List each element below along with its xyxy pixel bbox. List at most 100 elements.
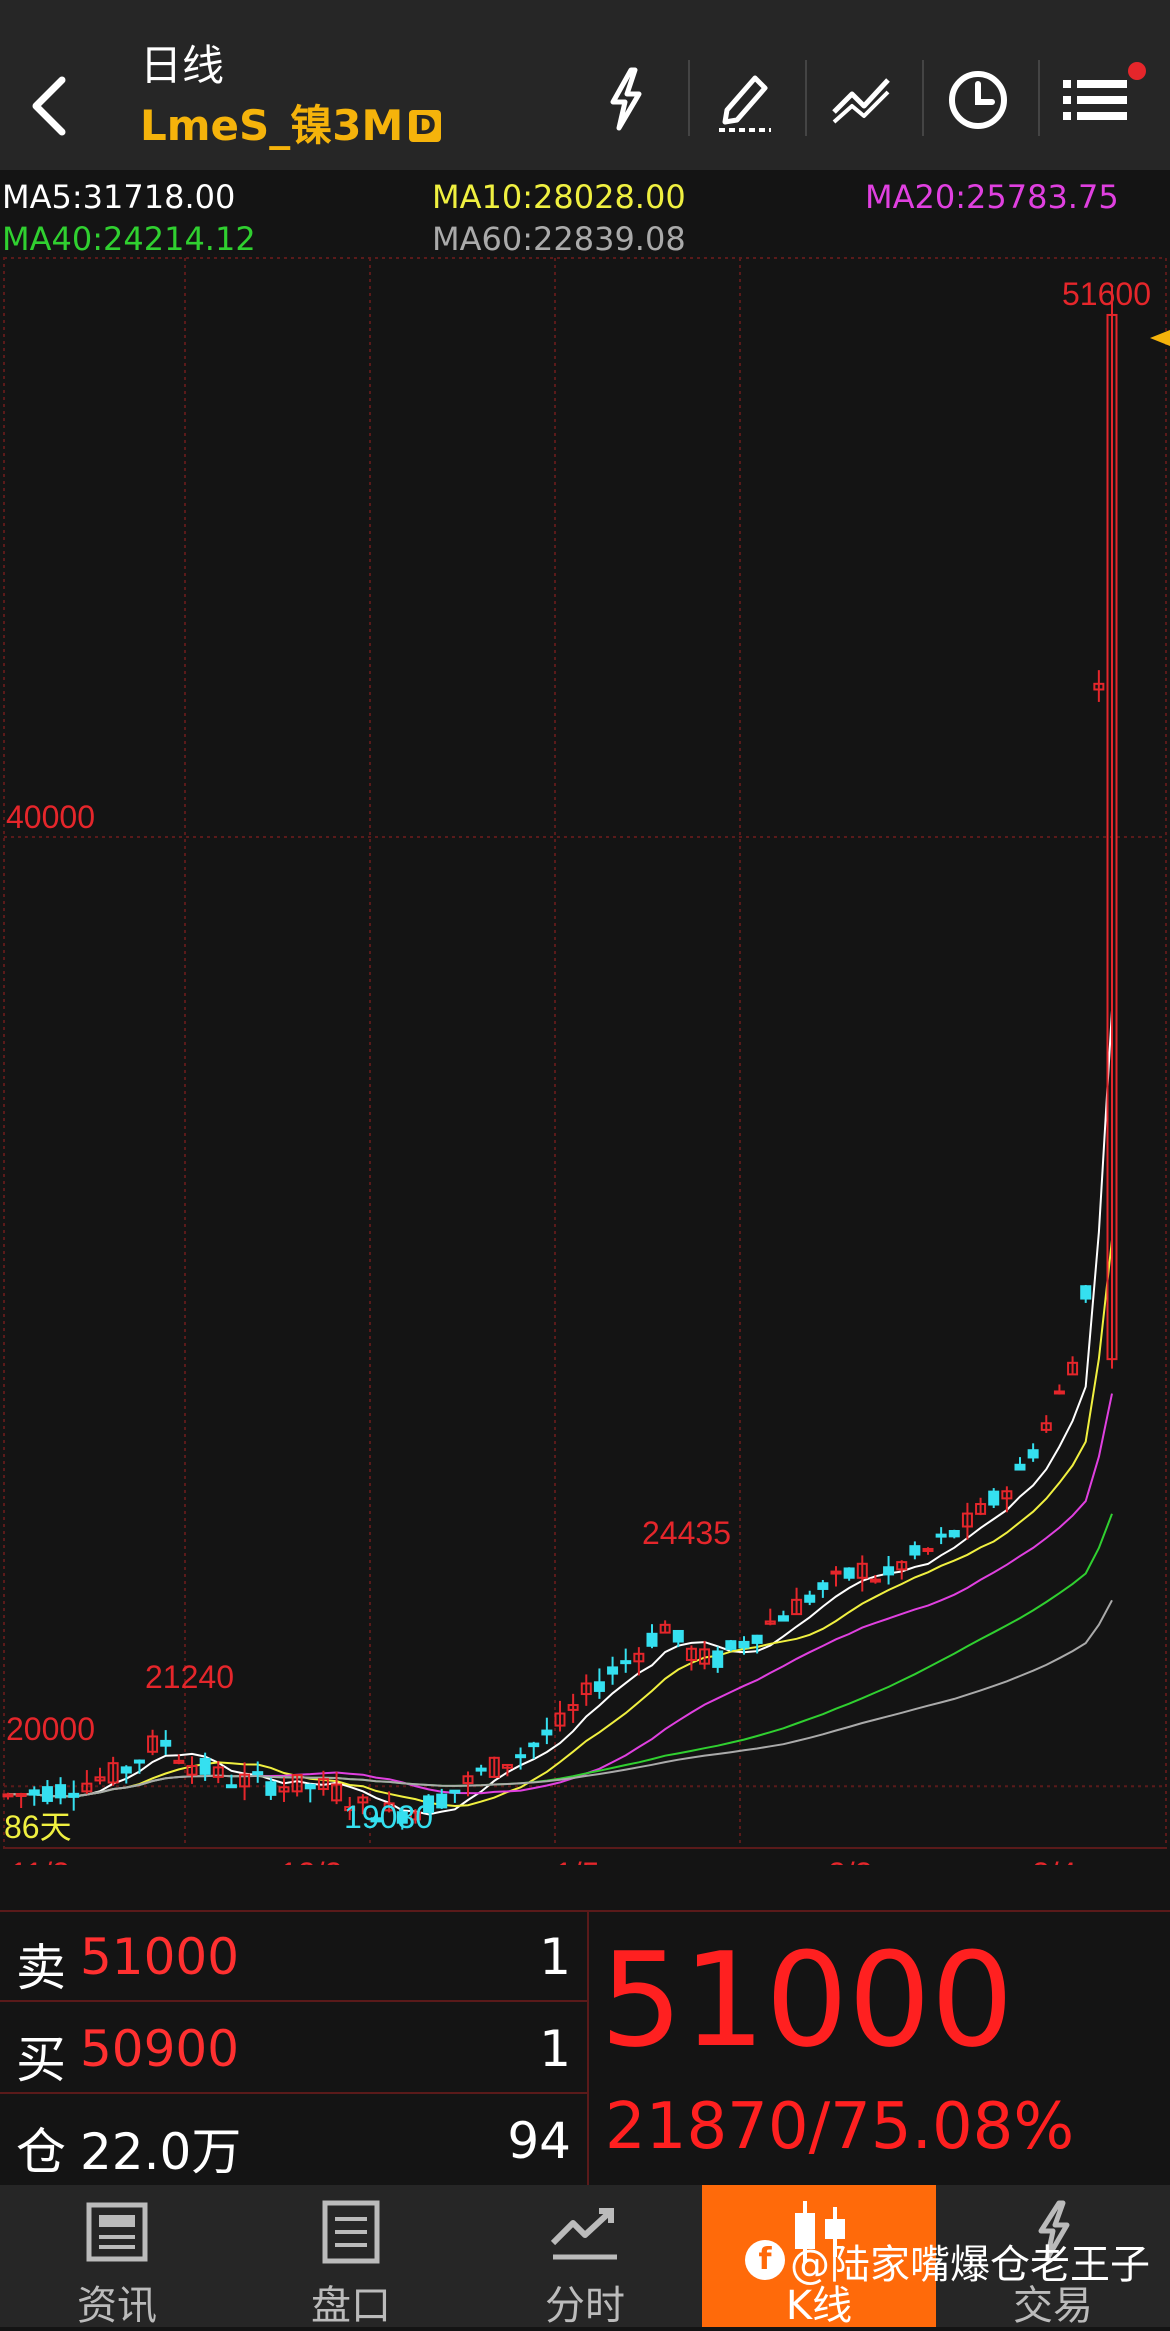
history-button[interactable] <box>938 58 1018 138</box>
menu-icon <box>1063 80 1127 120</box>
candle-body <box>409 1811 421 1821</box>
oi-num: 94 <box>507 2112 571 2170</box>
bottom-nav: 资讯 盘口 分时 K线 交易 <box>0 2185 1170 2329</box>
top-bar: 日线 LmeS_镍3M D <box>0 0 1170 170</box>
candle-body <box>147 1735 159 1753</box>
nav-orderbook-label: 盘口 <box>311 2283 391 2329</box>
ma60-line <box>7 1599 1113 1798</box>
quote-divider <box>587 1910 589 2185</box>
candle-body <box>265 1781 277 1796</box>
chart-grid <box>3 257 1167 1849</box>
open-interest-row: 仓 22.0万 94 <box>0 2094 587 2184</box>
menu-button[interactable] <box>1055 58 1135 138</box>
ask-row[interactable]: 卖 51000 1 <box>0 1910 587 2002</box>
quote-panel: 卖 51000 1 买 50900 1 仓 22.0万 94 51000 218… <box>0 1910 1170 2185</box>
dec-low-label: 19030 <box>344 1799 433 1835</box>
kline-chart[interactable]: 51600 40000 20000 24435 21240 19030 86天 … <box>0 255 1170 1865</box>
candle-body <box>94 1776 106 1782</box>
title-block: 日线 LmeS_镍3M D <box>140 45 442 150</box>
oi-label: 仓 <box>16 2123 66 2181</box>
candle-body <box>423 1795 435 1813</box>
candle-body <box>909 1545 921 1556</box>
candle-body <box>567 1704 579 1711</box>
candle-body <box>344 1806 356 1812</box>
candle-body <box>725 1640 737 1650</box>
candle-body <box>501 1763 513 1769</box>
toolbar-divider <box>922 60 924 136</box>
candle-body <box>975 1503 987 1515</box>
candle-body <box>935 1533 947 1538</box>
days-label: 86天 <box>4 1809 72 1845</box>
bid-label: 买 <box>16 2031 66 2089</box>
x-axis: 11/3 12/2 1/5 2/3 3/4 <box>10 1856 1076 1865</box>
candle-body <box>791 1598 803 1616</box>
ma10-value: MA10:28028.00 <box>432 178 686 216</box>
candle-body <box>699 1648 711 1665</box>
lightning-icon <box>610 67 642 131</box>
nav-trade[interactable]: 交易 <box>936 2185 1170 2329</box>
candle-body <box>830 1570 842 1575</box>
ma40-line <box>7 1513 1113 1798</box>
candle-body <box>777 1615 789 1622</box>
candle-body <box>28 1789 40 1796</box>
candle-body <box>252 1771 264 1776</box>
bid-row[interactable]: 买 50900 1 <box>0 2002 587 2094</box>
candle-body <box>357 1796 369 1804</box>
pen-icon <box>719 75 771 132</box>
x-tick-label: 12/2 <box>280 1856 342 1865</box>
candle-body <box>659 1623 671 1634</box>
nav-orderbook[interactable]: 盘口 <box>234 2185 468 2329</box>
candle-body <box>869 1578 881 1583</box>
candle-body <box>961 1512 973 1528</box>
nav-timeshare[interactable]: 分时 <box>468 2185 702 2329</box>
ma40-value: MA40:24214.12 <box>2 220 256 258</box>
candle-body <box>107 1762 119 1784</box>
candle-body <box>883 1566 895 1576</box>
candle-body <box>133 1759 145 1764</box>
clock-icon <box>949 71 1007 129</box>
symbol-name: LmeS_镍3M <box>140 101 404 150</box>
oi-value: 22.0万 <box>80 2123 242 2181</box>
ma5-value: MA5:31718.00 <box>2 178 236 216</box>
draw-button[interactable] <box>705 58 785 138</box>
candle-body <box>68 1792 80 1798</box>
candle-body <box>199 1757 211 1775</box>
candle-body <box>1093 682 1105 691</box>
nav-kline-label: K线 <box>785 2283 853 2329</box>
toolbar-divider <box>805 60 807 136</box>
candle-body <box>488 1756 500 1778</box>
candle-body <box>186 1765 198 1776</box>
back-button[interactable] <box>20 60 80 150</box>
weibo-logo-icon: f <box>745 2240 785 2280</box>
ma20-value: MA20:25783.75 <box>865 178 1119 216</box>
candle-body <box>1080 1285 1092 1300</box>
nav-kline[interactable]: K线 <box>702 2185 936 2329</box>
candle-body <box>896 1561 908 1571</box>
trade-icon <box>1038 2200 1070 2262</box>
candle-body <box>580 1682 592 1696</box>
candle-body <box>120 1766 132 1774</box>
candle-body <box>55 1784 67 1799</box>
watermark-text: @陆家嘴爆仓老王子 <box>790 2242 1150 2288</box>
symbol-title[interactable]: LmeS_镍3M D <box>140 101 442 150</box>
current-price-marker <box>1150 330 1170 346</box>
candle-body <box>383 1802 395 1812</box>
ma60-value: MA60:22839.08 <box>432 220 686 258</box>
x-tick-label: 1/5 <box>555 1856 599 1865</box>
ask-price: 51000 <box>80 1928 240 1986</box>
candle-body <box>462 1775 474 1785</box>
candle-body <box>449 1789 461 1794</box>
trend-icon <box>832 78 890 124</box>
candle-body <box>41 1786 53 1802</box>
candle-body <box>515 1754 527 1759</box>
timeshare-icon <box>550 2208 617 2260</box>
nav-news[interactable]: 资讯 <box>0 2185 234 2329</box>
x-tick-label: 3/4 <box>1032 1856 1076 1865</box>
flash-button[interactable] <box>585 58 665 138</box>
candle-body <box>2 1793 14 1798</box>
candlesticks <box>2 286 1118 1830</box>
indicator-button[interactable] <box>822 58 902 138</box>
nav-timeshare-label: 分时 <box>545 2283 625 2329</box>
candle-body <box>436 1793 448 1809</box>
high-price-label: 51600 <box>1062 276 1151 312</box>
